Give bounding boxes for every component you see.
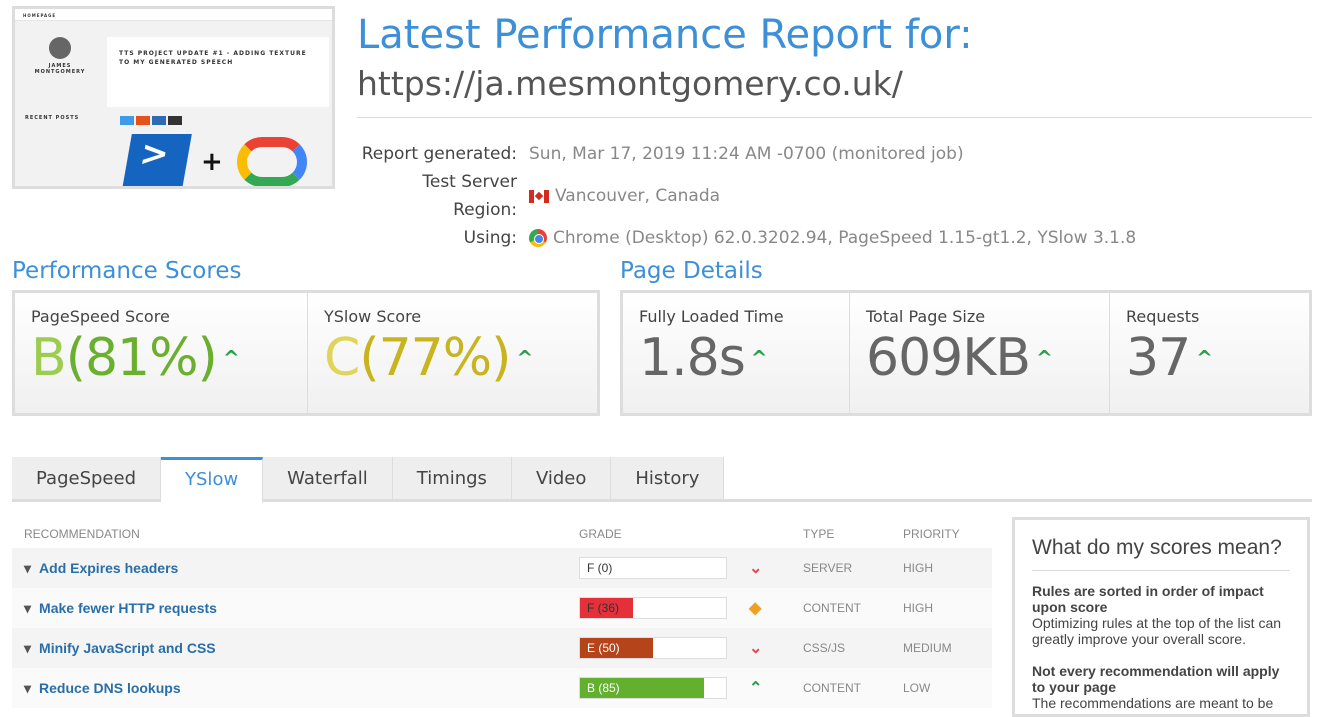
table-header: RECOMMENDATION GRADE TYPE PRIORITY <box>12 520 992 548</box>
help-text: The recommendations are meant to be <box>1032 695 1274 711</box>
using-value: Chrome (Desktop) 62.0.3202.94, PageSpeed… <box>553 228 1137 248</box>
google-cloud-logo <box>237 137 307 186</box>
performance-scores-box: PageSpeed Score B (81%) ^ YSlow Score C (77… <box>12 290 600 416</box>
priority: HIGH <box>903 561 933 575</box>
grade-text: F (0) <box>587 561 613 575</box>
grade-bar: B (85) <box>579 677 727 699</box>
grade-bar-fill <box>580 678 705 698</box>
recommendation-name[interactable]: Reduce DNS lookups <box>12 680 579 697</box>
chrome-icon <box>529 229 547 247</box>
grade-bar-fill <box>580 638 653 658</box>
detail-label: Fully Loaded Time <box>639 307 784 326</box>
tab-timings[interactable]: Timings <box>392 457 512 499</box>
grade-bar: E (50) <box>579 637 727 659</box>
help-heading: Rules are sorted in order of impact upon… <box>1032 583 1264 615</box>
tab-video[interactable]: Video <box>511 457 612 499</box>
meta-label: Using: <box>463 228 517 248</box>
help-title: What do my scores mean? <box>1032 536 1290 571</box>
score-label: YSlow Score <box>324 307 422 326</box>
page-details-title: Page Details <box>620 258 763 284</box>
total-page-size: Total Page Size 609KB ^ <box>850 293 1110 413</box>
recommendations-table: RECOMMENDATION GRADE TYPE PRIORITY Add E… <box>12 520 992 708</box>
help-text: Optimizing rules at the top of the list … <box>1032 615 1282 647</box>
region-value: Vancouver, Canada <box>555 186 721 206</box>
thumb-nav: HOMEPAGE <box>15 9 332 21</box>
arrow-up-icon: ^ <box>516 346 533 370</box>
thumb-post-title: TTS PROJECT UPDATE #1 - ADDING TEXTURE T… <box>107 37 329 107</box>
tab-waterfall[interactable]: Waterfall <box>263 457 393 499</box>
thumb-recent: RECENT POSTS <box>25 115 80 121</box>
table-row[interactable]: Minify JavaScript and CSS E (50) ⌄ CSS/J… <box>12 628 992 668</box>
detail-label: Requests <box>1126 307 1200 326</box>
powershell-logo: > <box>122 134 192 186</box>
detail-value: 37 <box>1126 328 1191 388</box>
help-heading: Not every recommendation will apply to y… <box>1032 663 1280 695</box>
col-grade[interactable]: GRADE <box>579 527 622 541</box>
report-meta: Report generated: Sun, Mar 17, 2019 11:24… <box>357 140 1137 252</box>
grade: C <box>324 328 360 388</box>
detail-label: Total Page Size <box>866 307 986 326</box>
type: SERVER <box>803 561 853 575</box>
col-recommendation[interactable]: RECOMMENDATION <box>24 527 140 541</box>
page-screenshot-thumbnail[interactable]: HOMEPAGE JAMES MONTGOMERY RECENT POSTS TT… <box>12 6 335 189</box>
performance-scores-title: Performance Scores <box>12 258 242 284</box>
grade: B <box>31 328 67 388</box>
report-title: Latest Performance Report for: <box>357 12 973 58</box>
table-row[interactable]: Make fewer HTTP requests F (36) ◆ CONTEN… <box>12 588 992 628</box>
trend-down-icon: ⌄ <box>749 640 763 657</box>
percent: (81%) <box>65 328 218 388</box>
recommendation-name[interactable]: Minify JavaScript and CSS <box>12 640 579 657</box>
type: CSS/JS <box>803 641 846 655</box>
fully-loaded-time: Fully Loaded Time 1.8s ^ <box>623 293 850 413</box>
trend-same-icon: ◆ <box>749 600 762 617</box>
divider <box>357 117 1312 118</box>
meta-label: Test Server Region: <box>422 172 517 220</box>
report-url[interactable]: https://ja.mesmontgomery.co.uk/ <box>357 64 903 103</box>
thumb-name: JAMES MONTGOMERY <box>34 63 86 75</box>
grade-text: F (36) <box>587 601 620 615</box>
trend-down-icon: ⌄ <box>749 560 763 577</box>
pagespeed-score: PageSpeed Score B (81%) ^ <box>15 293 308 413</box>
recommendation-name[interactable]: Make fewer HTTP requests <box>12 600 579 617</box>
tab-yslow[interactable]: YSlow <box>161 457 264 504</box>
grade-bar: F (36) <box>579 597 727 619</box>
detail-value: 609KB <box>866 328 1031 388</box>
tab-history[interactable]: History <box>611 457 725 499</box>
page-details-box: Fully Loaded Time 1.8s ^ Total Page Size 60… <box>620 290 1312 416</box>
arrow-up-icon: ^ <box>750 346 768 370</box>
grade-bar-fill <box>580 598 633 618</box>
col-type[interactable]: TYPE <box>803 527 835 541</box>
tab-pagespeed[interactable]: PageSpeed <box>12 457 162 499</box>
grade-text: B (85) <box>587 681 620 695</box>
plus-icon: + <box>201 147 223 177</box>
yslow-score: YSlow Score C (77%) ^ <box>308 293 597 413</box>
thumb-share-icons <box>120 116 182 125</box>
arrow-up-icon: ^ <box>1196 346 1213 370</box>
meta-label: Report generated: <box>361 144 517 164</box>
detail-value: 1.8s <box>639 328 746 388</box>
grade-bar: F (0) <box>579 557 727 579</box>
canada-flag-icon <box>529 189 549 203</box>
grade-text: E (50) <box>587 641 620 655</box>
table-row[interactable]: Reduce DNS lookups B (85) ⌃ CONTENT LOW <box>12 668 992 708</box>
col-priority[interactable]: PRIORITY <box>903 527 960 541</box>
requests: Requests 37 ^ <box>1110 293 1309 413</box>
report-generated-value: Sun, Mar 17, 2019 11:24 AM -0700 (monito… <box>529 144 964 164</box>
score-label: PageSpeed Score <box>31 307 170 326</box>
avatar <box>49 37 71 59</box>
arrow-up-icon: ^ <box>222 346 240 370</box>
table-row[interactable]: Add Expires headers F (0) ⌄ SERVER HIGH <box>12 548 992 588</box>
report-tabs: PageSpeed YSlow Waterfall Timings Video … <box>12 457 1312 504</box>
priority: HIGH <box>903 601 933 615</box>
type: CONTENT <box>803 681 861 695</box>
priority: MEDIUM <box>903 641 952 655</box>
arrow-up-icon: ^ <box>1036 346 1053 370</box>
priority: LOW <box>903 681 931 695</box>
scores-help-panel: What do my scores mean? Rules are sorted… <box>1012 517 1310 717</box>
trend-up-icon: ⌃ <box>749 680 763 697</box>
recommendation-name[interactable]: Add Expires headers <box>12 560 579 577</box>
type: CONTENT <box>803 601 861 615</box>
percent: (77%) <box>359 328 511 388</box>
